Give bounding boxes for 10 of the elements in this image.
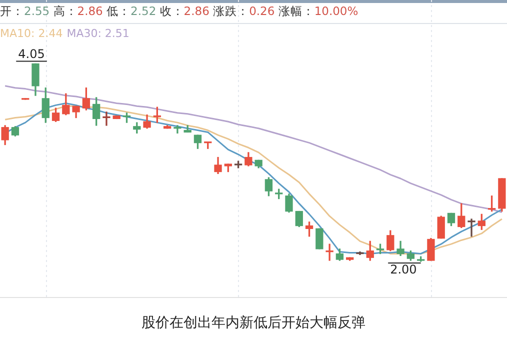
text: MA10: 2.44 [0, 27, 63, 40]
candlestick [102, 112, 110, 126]
candlestick [326, 244, 334, 261]
text: 股价在创出年内新低后开始大幅反弹 [140, 314, 366, 332]
annotation: 4.05 [18, 46, 45, 61]
candlestick [468, 218, 476, 237]
text: MA30: 2.51 [66, 27, 130, 40]
candlestick [174, 125, 182, 134]
annotation: 2.00 [390, 262, 417, 277]
text: 开：2.55 高：2.86 低：2.52 收：2.86 涨跌：0.26 涨幅：10.00% [0, 4, 358, 18]
